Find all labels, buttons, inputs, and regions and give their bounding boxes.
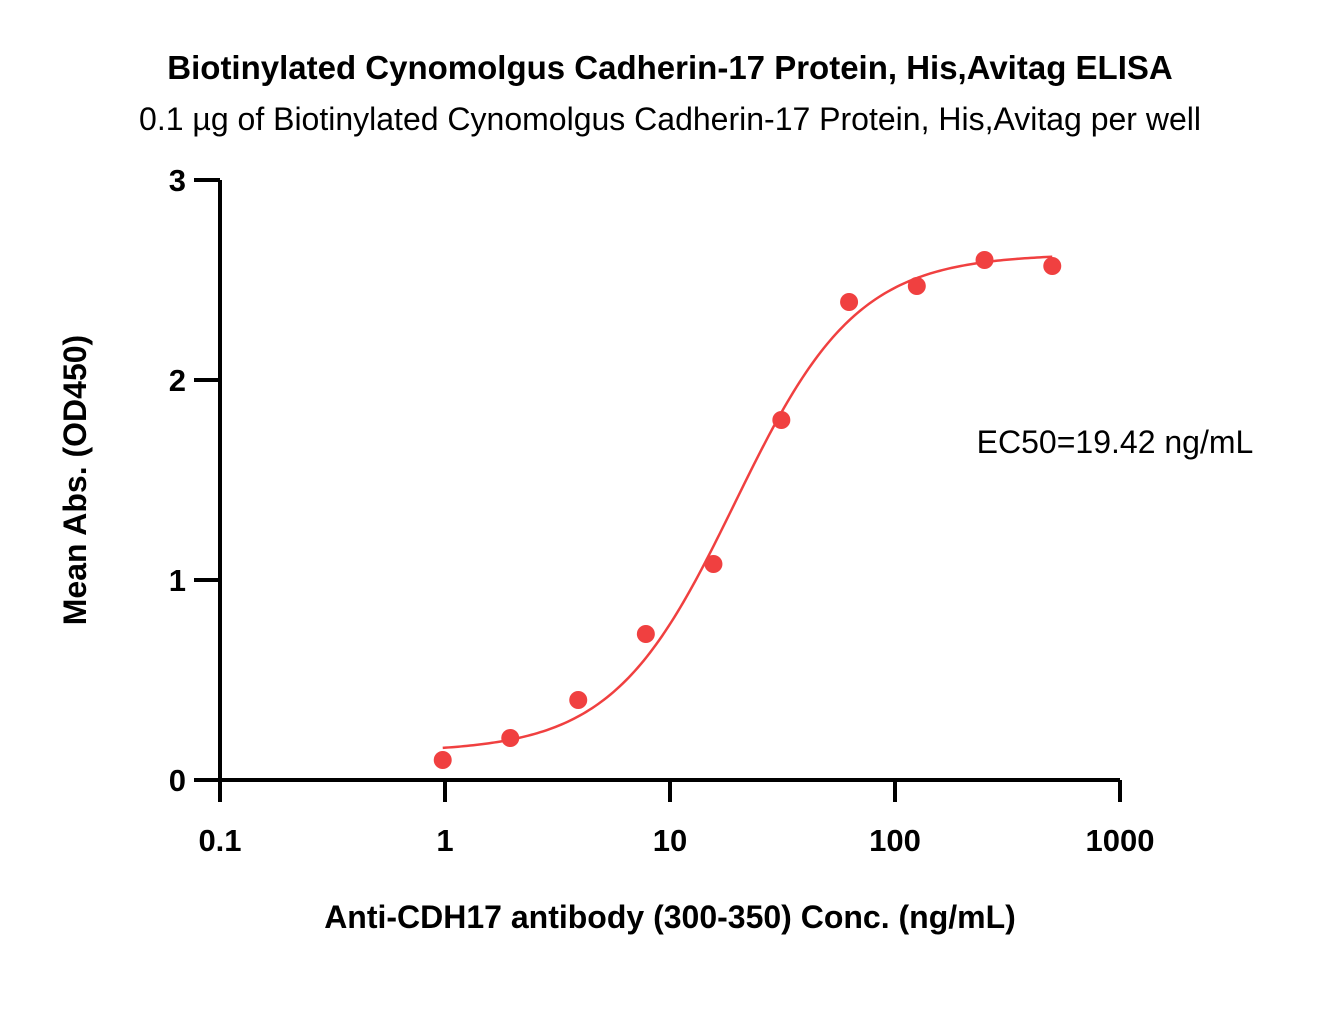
y-tick-label: 1: [169, 563, 186, 598]
fit-curve-layer: [442, 255, 1053, 750]
y-axis: 0 1 2 3: [169, 163, 222, 802]
x-tick-label: 1: [436, 823, 453, 858]
chart-title: Biotinylated Cynomolgus Cadherin-17 Prot…: [167, 49, 1172, 86]
data-point: [501, 729, 520, 747]
y-tick-label: 0: [169, 763, 186, 798]
data-point: [975, 251, 994, 269]
data-point: [636, 625, 655, 643]
x-tick-label: 100: [869, 823, 921, 858]
data-points-layer: [433, 251, 1062, 769]
data-point: [907, 277, 926, 295]
data-point: [704, 555, 723, 573]
data-point: [840, 293, 859, 311]
x-axis-label: Anti-CDH17 antibody (300-350) Conc. (ng/…: [324, 899, 1016, 935]
data-point: [772, 411, 791, 429]
y-tick-label: 3: [169, 163, 186, 198]
data-point: [433, 751, 452, 769]
y-tick-label: 2: [169, 363, 186, 398]
chart-subtitle: 0.1 µg of Biotinylated Cynomolgus Cadher…: [139, 101, 1201, 137]
fit-curve: [442, 255, 1053, 750]
x-axis: 0.1 1 10 100 1000: [198, 778, 1155, 858]
y-axis-label: Mean Abs. (OD450): [57, 335, 93, 625]
x-tick-label: 10: [653, 823, 687, 858]
x-tick-label: 1000: [1086, 823, 1155, 858]
ec50-annotation: EC50=19.42 ng/mL: [977, 424, 1254, 460]
data-point: [1043, 257, 1062, 275]
x-tick-label: 0.1: [198, 823, 241, 858]
data-point: [569, 691, 588, 709]
